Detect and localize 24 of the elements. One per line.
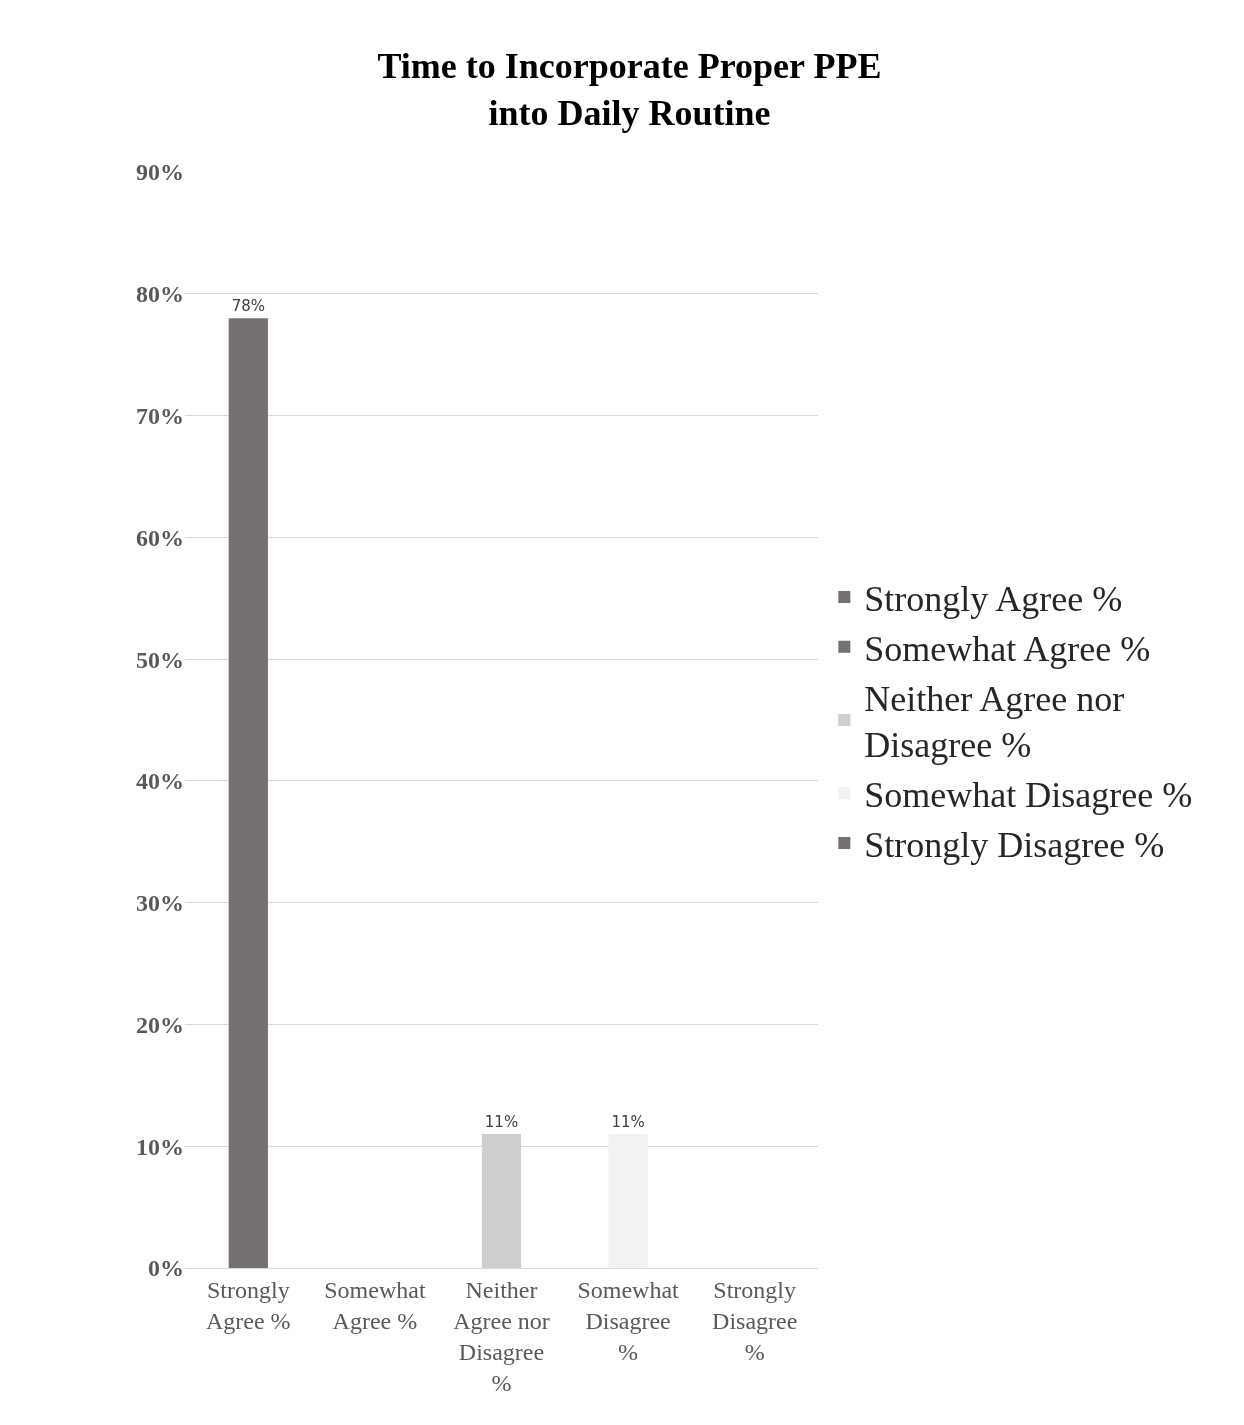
legend-label: Somewhat Disagree %: [864, 775, 1193, 816]
y-tick-label: 70%: [136, 402, 184, 429]
y-tick-label: 10%: [136, 1133, 184, 1160]
y-tick-label: 80%: [136, 281, 184, 308]
legend-label: Somewhat Agree %: [864, 628, 1151, 669]
x-tick-label: Strongly Disagree %: [712, 1276, 798, 1366]
x-tick-label: Somewhat Disagree %: [577, 1276, 680, 1366]
y-tick-label: 20%: [136, 1011, 184, 1038]
x-tick-label: Neither Agree nor Disagree %: [453, 1276, 550, 1397]
y-tick-label: 60%: [136, 524, 184, 551]
data-label: 11%: [611, 1113, 645, 1132]
legend-label: Strongly Disagree %: [864, 824, 1165, 865]
x-tick-label: Somewhat Agree %: [324, 1276, 426, 1334]
legend-label: Strongly Agree %: [864, 578, 1123, 619]
chart-title: Time to Incorporate Proper PPE into Daily Routine: [377, 46, 882, 133]
data-label: 78%: [231, 297, 265, 316]
y-tick-label: 50%: [136, 646, 184, 673]
data-label: 11%: [484, 1113, 519, 1132]
y-tick-label: 30%: [136, 890, 184, 917]
legend-label: Neither Agree nor Disagree %: [864, 678, 1125, 766]
y-tick-label: 40%: [136, 768, 184, 795]
y-tick-label: 0%: [148, 1255, 184, 1282]
x-tick-label: Strongly Agree %: [205, 1276, 291, 1334]
y-tick-label: 90%: [136, 159, 184, 186]
